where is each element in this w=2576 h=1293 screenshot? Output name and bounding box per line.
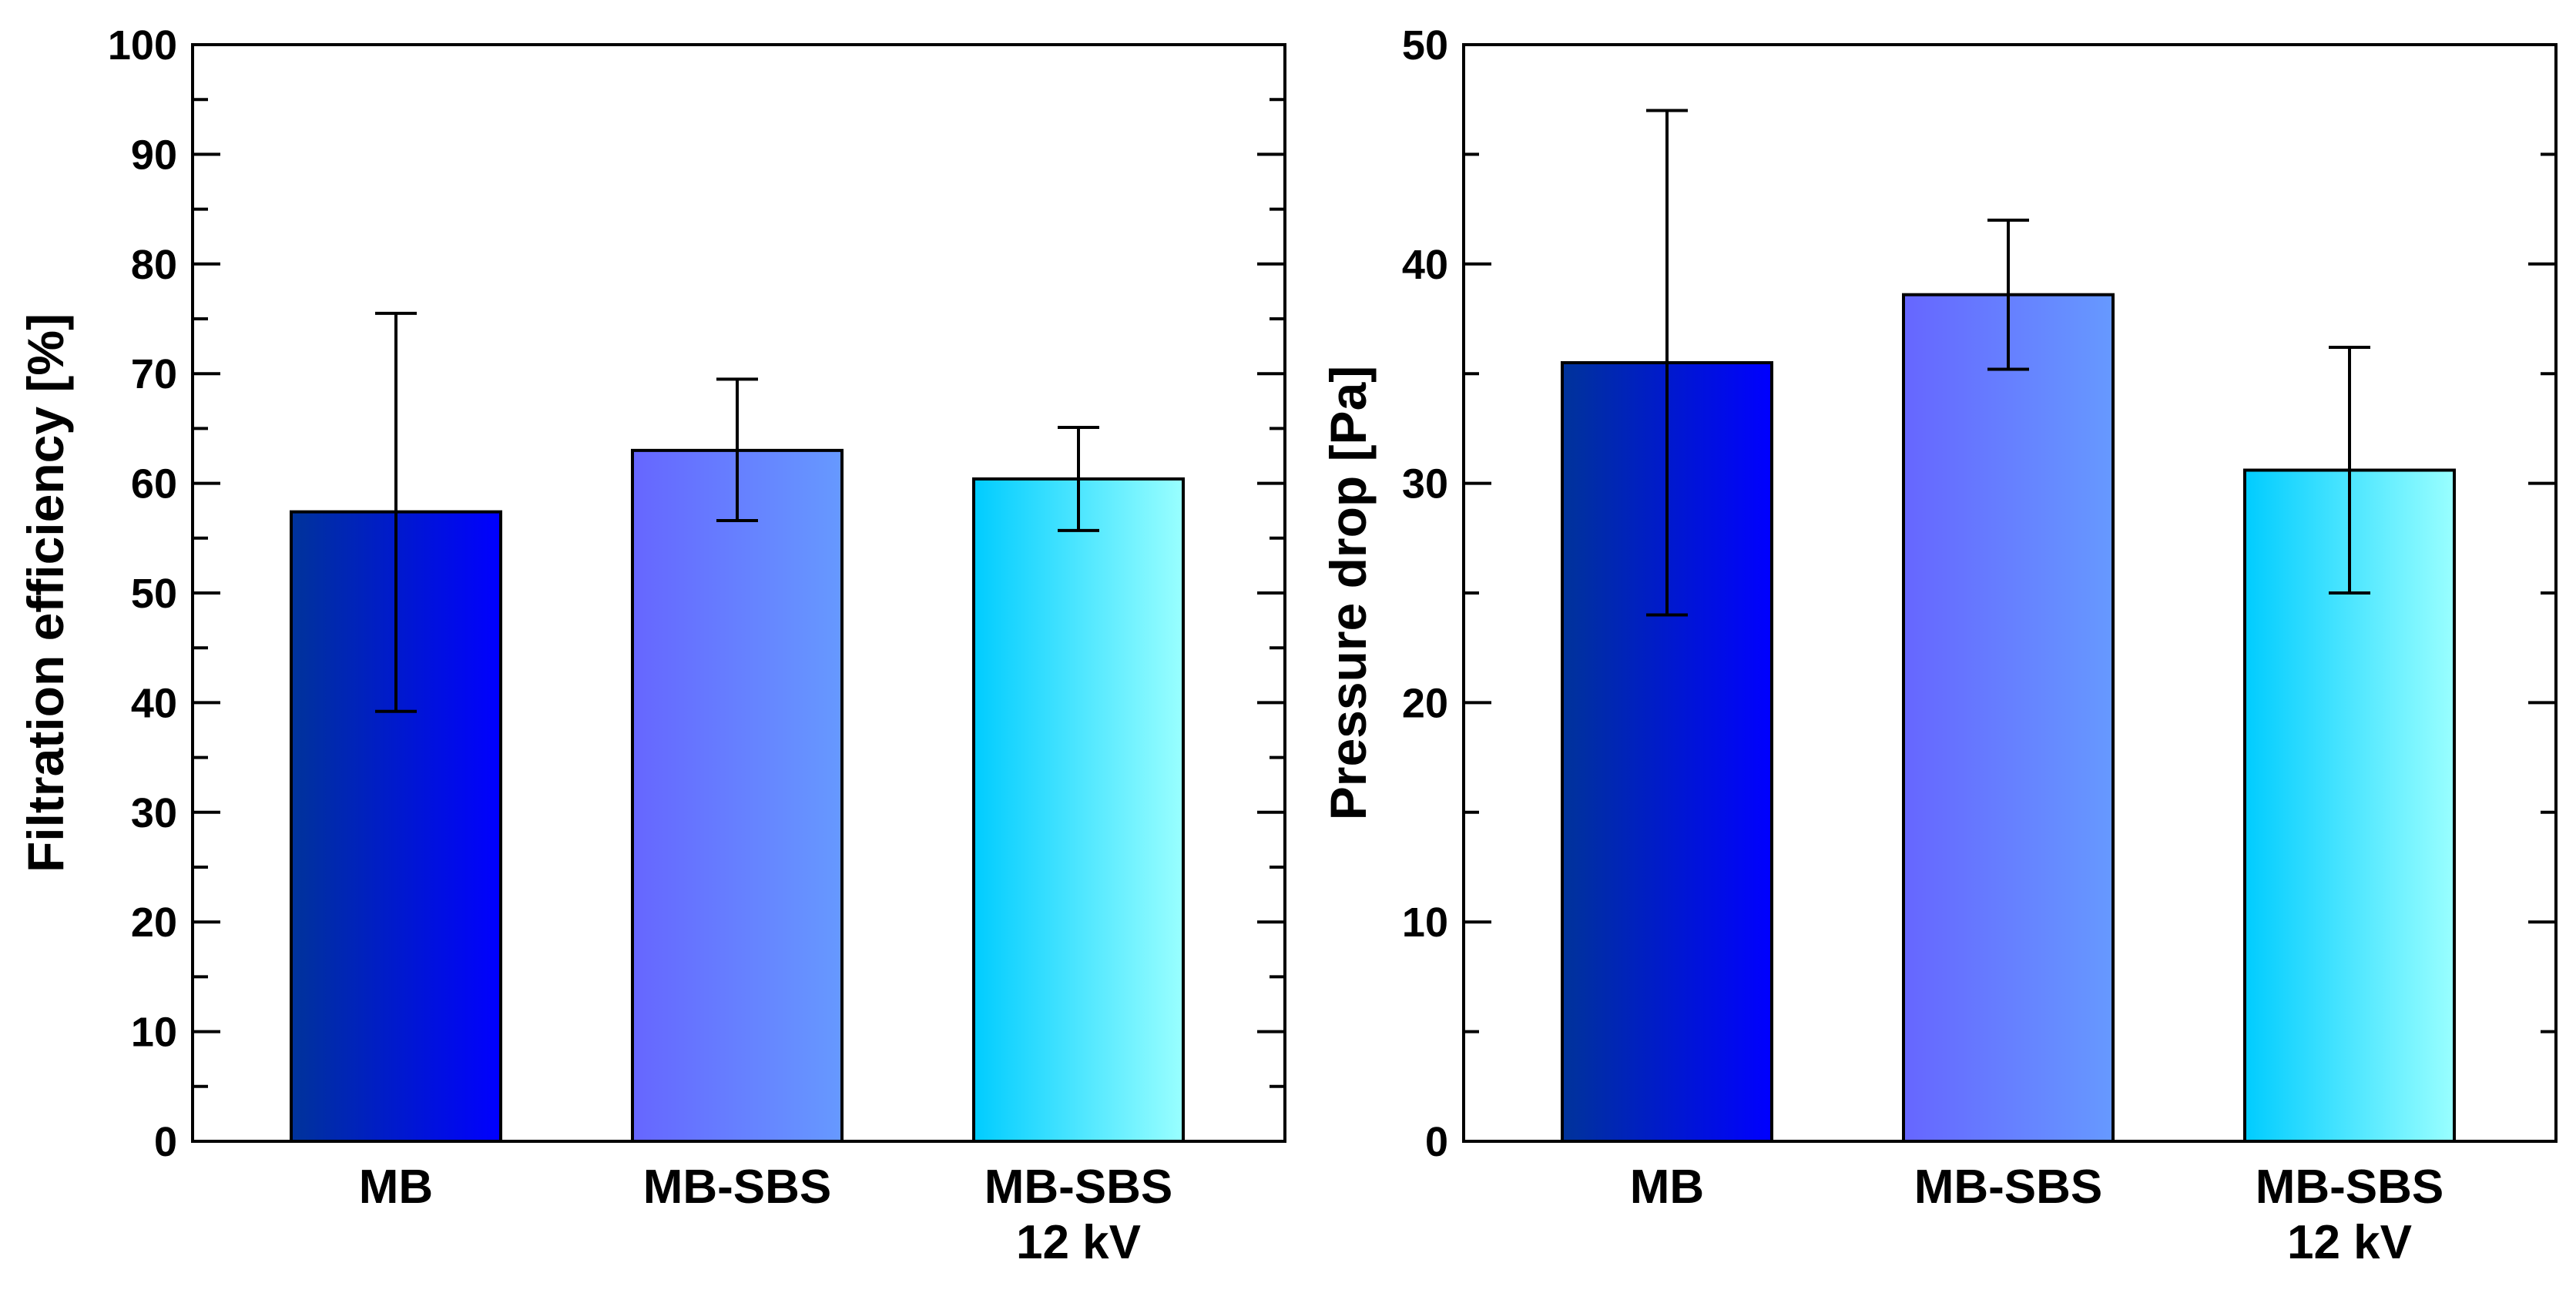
y-tick-label: 0 bbox=[1425, 1119, 1448, 1165]
category-label: MB-SBS bbox=[2256, 1161, 2444, 1214]
category-label-line2: 12 kV bbox=[2287, 1216, 2412, 1269]
y-tick-label: 10 bbox=[1402, 899, 1448, 946]
error-bar bbox=[1058, 425, 1099, 532]
error-bar bbox=[1987, 218, 2029, 371]
pressure-drop-chart: Pressure drop [Pa] 0 10 20 30 40 50 MB MB-SBS MB… bbox=[1320, 22, 2558, 1269]
bar bbox=[1561, 360, 1773, 1143]
y-tick-label: 20 bbox=[131, 899, 177, 946]
category-label: MB-SBS bbox=[643, 1161, 832, 1214]
y-tick-label: 90 bbox=[131, 132, 177, 178]
filtration-efficiency-chart: Filtration efficiency [%] 0 10 20 30 40 50 60 7… bbox=[17, 22, 1286, 1269]
category-label: MB bbox=[359, 1161, 433, 1214]
bar bbox=[631, 448, 844, 1143]
y-tick-label: 50 bbox=[131, 571, 177, 617]
y-tick-label: 100 bbox=[108, 22, 177, 69]
error-bar bbox=[375, 311, 417, 713]
y-axis-title: Pressure drop [Pa] bbox=[1320, 366, 1377, 821]
y-tick-label: 0 bbox=[154, 1119, 177, 1165]
y-tick-label: 40 bbox=[131, 680, 177, 726]
error-bar bbox=[716, 377, 758, 523]
category-label-line2: 12 kV bbox=[1016, 1216, 1141, 1269]
category-label: MB bbox=[1630, 1161, 1704, 1214]
category-label: MB-SBS bbox=[1914, 1161, 2103, 1214]
y-tick-label: 60 bbox=[131, 461, 177, 507]
y-tick-label: 70 bbox=[131, 351, 177, 397]
error-bar bbox=[2329, 346, 2370, 595]
y-tick-label: 20 bbox=[1402, 680, 1448, 726]
y-tick-label: 50 bbox=[1402, 22, 1448, 69]
y-tick-label: 30 bbox=[1402, 461, 1448, 507]
category-label: MB-SBS bbox=[984, 1161, 1173, 1214]
bar bbox=[1902, 293, 2115, 1143]
y-tick-label: 80 bbox=[131, 242, 177, 288]
error-bar bbox=[1646, 109, 1688, 617]
y-tick-label: 40 bbox=[1402, 242, 1448, 288]
y-axis-title: Filtration efficiency [%] bbox=[17, 313, 74, 873]
y-tick-label: 10 bbox=[131, 1010, 177, 1056]
bar bbox=[972, 477, 1185, 1143]
y-tick-label: 30 bbox=[131, 790, 177, 836]
